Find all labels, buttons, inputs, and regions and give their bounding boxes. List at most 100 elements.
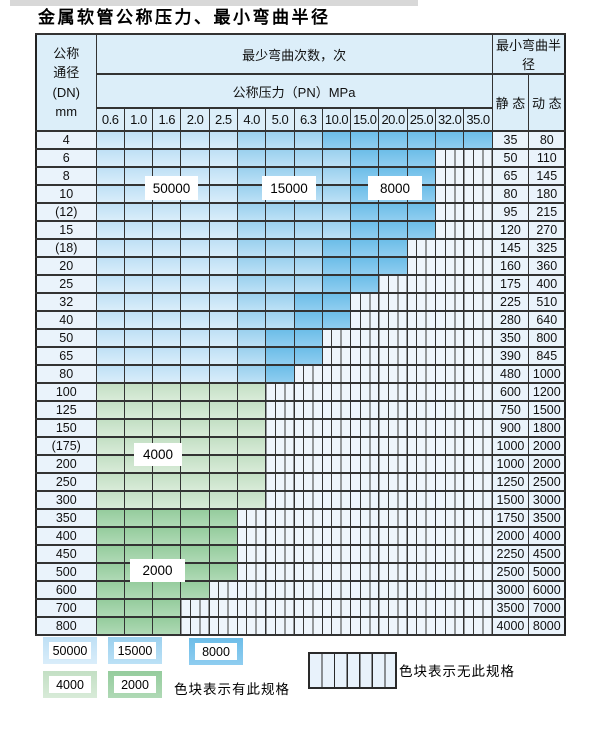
cell-no-spec (435, 274, 465, 294)
cell-50000 (208, 202, 238, 222)
static-radius-value: 390 (491, 346, 530, 366)
cell-15000 (236, 346, 267, 366)
cell-4000 (236, 382, 267, 402)
cell-no-spec (293, 598, 323, 618)
cell-4000 (208, 400, 238, 420)
cell-15000 (321, 148, 352, 168)
cell-8000 (293, 310, 323, 330)
cell-4000 (95, 382, 125, 402)
cell-50000 (152, 346, 182, 366)
dn-value: 700 (35, 598, 97, 618)
cell-50000 (180, 202, 210, 222)
table-row: 6 50 110 (35, 148, 566, 168)
cell-50000 (208, 148, 238, 168)
cell-4000 (208, 436, 238, 456)
cell-no-spec (435, 490, 465, 510)
dn-value: 250 (35, 472, 97, 492)
cell-no-spec (463, 490, 493, 510)
cell-no-spec (265, 508, 295, 528)
cell-no-spec (350, 382, 380, 402)
cell-4000 (152, 490, 182, 510)
dn-value: 15 (35, 220, 97, 240)
cell-no-spec (463, 400, 493, 420)
cell-no-spec (350, 598, 380, 618)
static-radius-value: 600 (491, 382, 530, 402)
cell-8000 (293, 346, 323, 366)
cell-50000 (152, 256, 182, 276)
cell-4000 (236, 418, 267, 438)
legend-swatch-15000: 15000 (108, 637, 162, 664)
cell-50000 (208, 292, 238, 312)
dynamic-radius-value: 215 (528, 202, 566, 222)
cell-no-spec (350, 544, 380, 564)
dynamic-radius-value: 4000 (528, 526, 566, 546)
dynamic-radius-value: 145 (528, 166, 566, 186)
table-row: 250 1250 2500 (35, 472, 566, 492)
legend-no-spec-text: 色块表示无此规格 (399, 664, 515, 679)
cell-no-spec (406, 436, 437, 456)
cell-no-spec (293, 508, 323, 528)
cell-no-spec (378, 364, 408, 384)
cell-no-spec (406, 508, 437, 528)
cell-50000 (208, 310, 238, 330)
cell-no-spec (378, 292, 408, 312)
cell-no-spec (378, 598, 408, 618)
cell-15000 (265, 238, 295, 258)
cell-no-spec (435, 166, 465, 186)
cell-no-spec (265, 400, 295, 420)
dynamic-radius-value: 4500 (528, 544, 566, 564)
cell-no-spec (321, 544, 352, 564)
cell-15000 (265, 292, 295, 312)
cell-no-spec (435, 382, 465, 402)
cell-4000 (123, 400, 154, 420)
cell-8000 (378, 220, 408, 240)
dynamic-radius-value: 2000 (528, 436, 566, 456)
cell-no-spec (293, 490, 323, 510)
cell-50000 (95, 310, 125, 330)
cell-2000 (123, 526, 154, 546)
cell-4000 (95, 400, 125, 420)
cell-4000 (208, 418, 238, 438)
static-radius-value: 1500 (491, 490, 530, 510)
table-row: 40 280 640 (35, 310, 566, 330)
cell-no-spec (406, 472, 437, 492)
cell-4000 (180, 490, 210, 510)
cell-no-spec (406, 454, 437, 474)
static-radius-value: 160 (491, 256, 530, 276)
legend-swatch-8000: 8000 (189, 638, 243, 665)
legend-swatch-label: 8000 (195, 643, 237, 660)
cell-no-spec (463, 184, 493, 204)
cell-no-spec (378, 310, 408, 330)
cell-8000 (265, 328, 295, 348)
dynamic-radius-value: 360 (528, 256, 566, 276)
cell-no-spec (435, 400, 465, 420)
cell-no-spec (350, 418, 380, 438)
table-row: 80 480 1000 (35, 364, 566, 384)
legend-swatch-label: 50000 (49, 642, 91, 659)
cell-4000 (180, 382, 210, 402)
cell-no-spec (406, 346, 437, 366)
cell-no-spec (236, 526, 267, 546)
cell-2000 (208, 562, 238, 582)
cell-no-spec (350, 328, 380, 348)
static-radius-value: 2250 (491, 544, 530, 564)
table-row: 4 35 80 (35, 130, 566, 150)
dynamic-radius-value: 5000 (528, 562, 566, 582)
cell-15000 (293, 148, 323, 168)
cell-8000 (293, 292, 323, 312)
cell-50000 (95, 346, 125, 366)
cell-no-spec (435, 580, 465, 600)
cell-no-spec (406, 562, 437, 582)
cell-no-spec (236, 544, 267, 564)
cell-8000 (435, 130, 465, 150)
cell-50000 (152, 328, 182, 348)
cell-4000 (208, 382, 238, 402)
cell-no-spec (435, 238, 465, 258)
cell-no-spec (435, 328, 465, 348)
cell-50000 (208, 220, 238, 240)
static-radius-value: 1000 (491, 454, 530, 474)
static-radius-value: 225 (491, 292, 530, 312)
cell-no-spec (265, 454, 295, 474)
cell-15000 (293, 256, 323, 276)
cell-8000 (350, 238, 380, 258)
